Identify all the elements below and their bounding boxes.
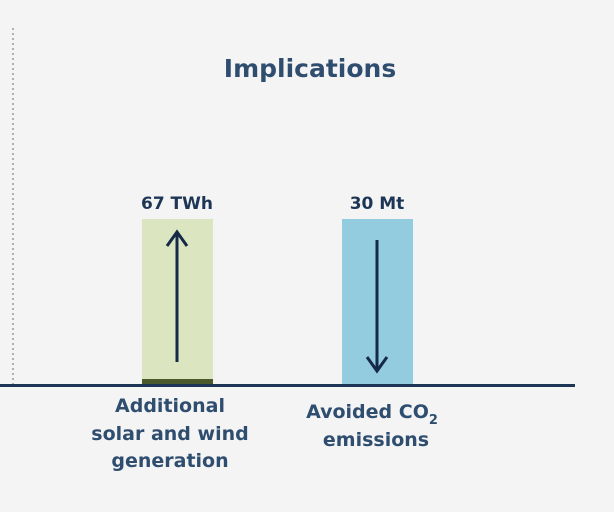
up-arrow-head bbox=[165, 229, 189, 247]
value-label-2: 30 Mt bbox=[350, 194, 405, 214]
value-label-1: 67 TWh bbox=[141, 194, 213, 214]
chart-title: Implications bbox=[224, 54, 396, 83]
category-label-2-line-1: Avoided CO2 bbox=[306, 401, 438, 428]
down-arrow-head bbox=[365, 356, 389, 374]
bar-additional-generation-base bbox=[142, 379, 213, 385]
category-label-2-main: Avoided CO bbox=[306, 401, 429, 423]
bar-group-2: 30 Mt bbox=[342, 194, 413, 385]
category-label-1-line-2: solar and wind bbox=[91, 423, 248, 445]
category-label-2: Avoided CO2 emissions bbox=[306, 401, 438, 451]
category-label-1-line-1: Additional bbox=[115, 395, 225, 417]
category-label-1: Additional solar and wind generation bbox=[91, 395, 248, 472]
bar-group-1: 67 TWh bbox=[141, 194, 213, 385]
category-label-2-line-2: emissions bbox=[323, 429, 429, 451]
category-label-1-line-3: generation bbox=[111, 450, 228, 472]
co2-subscript: 2 bbox=[429, 413, 438, 428]
